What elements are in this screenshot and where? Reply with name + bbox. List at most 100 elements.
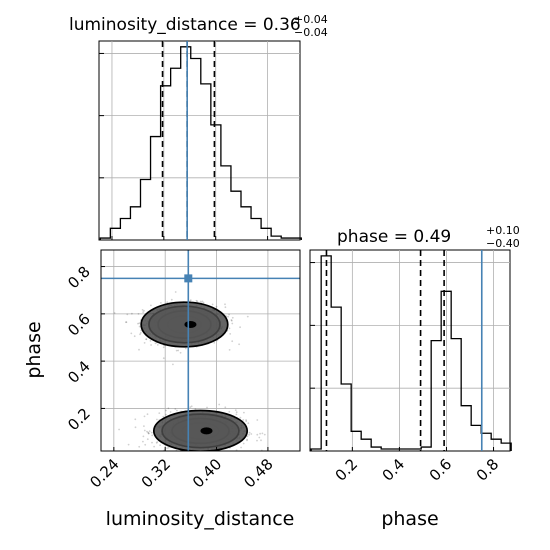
scatter-point xyxy=(240,446,243,449)
scatter-point xyxy=(156,344,159,346)
scatter-point xyxy=(153,445,156,448)
scatter-point xyxy=(146,430,148,433)
scatter-point xyxy=(228,349,231,351)
scatter-point xyxy=(176,409,178,412)
scatter-point xyxy=(199,300,202,303)
scatter-point xyxy=(206,406,208,409)
scatter-point xyxy=(248,433,251,436)
y-tick-label: 0.6 xyxy=(64,310,94,340)
scatter-point xyxy=(259,432,261,435)
scatter-point xyxy=(142,311,145,313)
scatter-point xyxy=(190,405,193,408)
scatter-point xyxy=(208,453,210,455)
title-err-plus: +0.04 xyxy=(294,13,328,26)
title-main: phase = 0.49 xyxy=(337,227,451,247)
scatter-point xyxy=(263,433,266,436)
scatter-point xyxy=(245,420,248,423)
hist-yticks xyxy=(310,262,495,451)
scatter-point xyxy=(206,453,208,455)
scatter-point xyxy=(162,357,165,360)
scatter-point xyxy=(234,409,237,411)
truth-marker xyxy=(184,274,193,283)
scatter-point xyxy=(194,408,197,410)
scatter-point xyxy=(170,298,173,301)
scatter-point xyxy=(242,419,245,421)
x-tick-labels-phase: 0.2 0.4 0.6 0.8 xyxy=(332,455,503,485)
scatter-point xyxy=(139,333,141,336)
scatter-point xyxy=(246,315,249,318)
scatter-point xyxy=(195,299,198,302)
scatter-point xyxy=(189,452,191,454)
scatter-point xyxy=(137,322,139,325)
scatter-point xyxy=(224,453,226,455)
x-tick-label: 0.48 xyxy=(240,455,276,491)
scatter-point xyxy=(138,445,141,448)
scatter-point xyxy=(174,291,177,293)
scatter-point xyxy=(113,312,116,314)
density-contour xyxy=(152,409,249,451)
scatter-point xyxy=(156,441,159,443)
scatter-point xyxy=(246,435,249,438)
hist-quantile-lines xyxy=(325,250,483,451)
scatter-contours xyxy=(140,301,249,451)
scatter-point xyxy=(231,340,234,343)
scatter-point xyxy=(125,321,128,323)
x-axis-label-phase: phase xyxy=(381,508,438,530)
x-axis-label-luminosity-distance: luminosity_distance xyxy=(106,508,295,530)
scatter-point xyxy=(144,443,147,446)
scatter-point xyxy=(172,363,174,366)
scatter-point xyxy=(145,338,148,340)
scatter-point xyxy=(243,411,245,414)
x-tick-label: 0.40 xyxy=(189,455,225,491)
scatter-point xyxy=(154,342,157,345)
scatter-point xyxy=(145,338,148,341)
hist-step-luminosity-distance xyxy=(99,46,302,240)
scatter-point xyxy=(126,313,129,316)
scatter-point xyxy=(125,321,127,324)
scatter-point xyxy=(256,439,258,442)
scatter-point xyxy=(150,304,152,307)
scatter-point xyxy=(149,340,152,342)
y-axis-label-phase: phase xyxy=(23,321,45,378)
hist-grid xyxy=(99,41,300,240)
scatter-point xyxy=(155,442,158,444)
scatter-point xyxy=(151,434,154,437)
x-tick-label: 0.4 xyxy=(379,455,409,485)
scatter-point xyxy=(238,343,241,346)
scatter-point xyxy=(211,303,214,306)
scatter-point xyxy=(174,408,177,410)
x-tick-labels-luminosity-distance: 0.24 0.32 0.40 0.48 xyxy=(86,455,276,491)
scatter-point xyxy=(224,306,227,309)
scatter-point xyxy=(141,309,144,311)
truth-markers xyxy=(101,250,300,451)
scatter-point xyxy=(215,305,218,308)
x-tick-label: 0.2 xyxy=(332,455,362,485)
title-err-minus: −0.04 xyxy=(294,26,328,39)
scatter-point xyxy=(142,435,145,438)
scatter-point xyxy=(189,406,192,408)
scatter-point xyxy=(230,319,233,321)
scatter-point xyxy=(224,406,227,409)
scatter-point xyxy=(230,319,233,322)
y-tick-label: 0.8 xyxy=(64,263,94,293)
hist-panel-luminosity-distance xyxy=(98,40,302,241)
scatter-point xyxy=(131,312,133,315)
hist-quantile-lines xyxy=(161,41,216,240)
scatter-point xyxy=(256,433,259,436)
scatter-point xyxy=(177,349,180,352)
scatter-point xyxy=(146,438,149,441)
scatter-point xyxy=(142,440,144,443)
hist-panel-frame xyxy=(98,40,301,241)
scatter-point xyxy=(118,428,120,431)
scatter-point xyxy=(239,416,242,419)
scatter-point xyxy=(169,411,172,413)
scatter-point xyxy=(175,349,178,352)
scatter-point xyxy=(170,456,172,458)
scatter-point xyxy=(228,410,231,413)
y-tick-labels-phase: 0.2 0.4 0.6 0.8 xyxy=(64,263,94,434)
scatter-point xyxy=(134,426,137,429)
scatter-point xyxy=(258,436,261,439)
scatter-point xyxy=(202,301,205,304)
density-peak xyxy=(200,427,213,435)
scatter-point xyxy=(166,447,169,450)
